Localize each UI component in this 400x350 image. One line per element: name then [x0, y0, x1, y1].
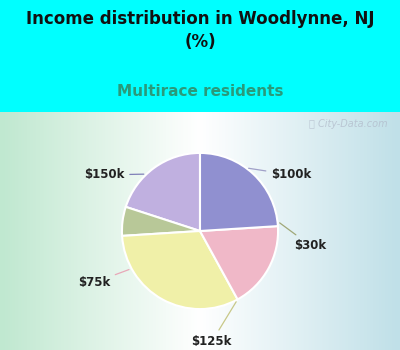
- Text: Income distribution in Woodlynne, NJ
(%): Income distribution in Woodlynne, NJ (%): [26, 10, 374, 51]
- Text: $125k: $125k: [192, 302, 236, 348]
- Text: Multirace residents: Multirace residents: [117, 84, 283, 99]
- Wedge shape: [126, 153, 200, 231]
- Wedge shape: [122, 207, 200, 236]
- Text: $75k: $75k: [78, 270, 129, 289]
- Wedge shape: [122, 231, 238, 309]
- Text: ⓘ City-Data.com: ⓘ City-Data.com: [309, 119, 388, 129]
- Wedge shape: [200, 153, 278, 231]
- Wedge shape: [200, 226, 278, 299]
- Text: $150k: $150k: [84, 168, 144, 181]
- Text: $100k: $100k: [249, 168, 312, 181]
- Text: $30k: $30k: [280, 223, 327, 252]
